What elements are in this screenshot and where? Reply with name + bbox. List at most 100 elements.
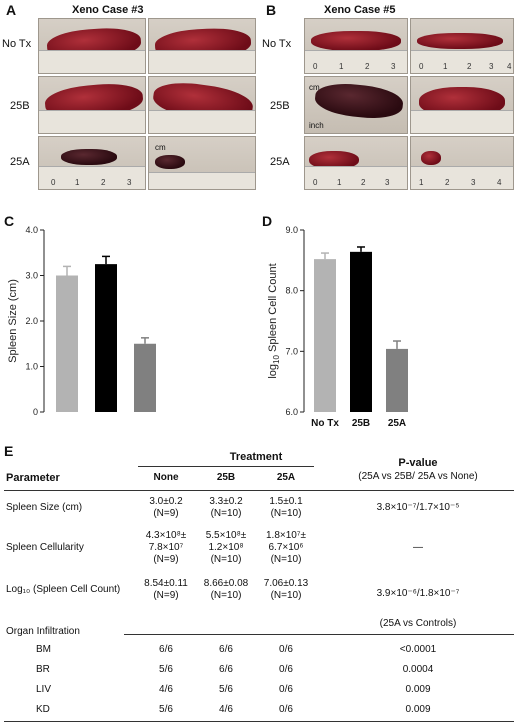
cell-25a: 1.5±0.1 — [269, 496, 303, 507]
cell-none-n: (N=9) — [153, 590, 179, 601]
organ-pvalue: 0.009 — [405, 704, 431, 715]
y-tick-label: 8.0 — [285, 286, 298, 296]
organ-none: 5/6 — [159, 704, 173, 715]
organ-name: BR — [36, 664, 50, 675]
row-label-25a-a: 25A — [10, 156, 30, 168]
cell-25b: 8.66±0.08 — [203, 578, 249, 589]
panel-b-title: Xeno Case #5 — [324, 4, 396, 16]
y-tick-label: 3.0 — [25, 271, 38, 281]
bar — [386, 348, 408, 412]
row-label-25b-b: 25B — [270, 100, 290, 112]
cell-25a-n: (N=10) — [270, 508, 302, 519]
col-header-25b: 25B — [216, 472, 236, 483]
cell-none: 3.0±0.2 — [149, 496, 183, 507]
cell-none: 4.3×10⁸± — [145, 530, 187, 541]
row-label-notx-b: No Tx — [262, 38, 292, 50]
cell-25b-n: (N=10) — [210, 554, 242, 565]
y-tick-label: 2.0 — [25, 316, 38, 326]
organ-25a: 0/6 — [279, 684, 293, 695]
organ-25a: 0/6 — [279, 664, 293, 675]
panel-letter-b: B — [266, 2, 277, 18]
ruler-cm-label: cm — [155, 143, 166, 152]
col-header-25a: 25A — [276, 472, 296, 483]
organ-name: LIV — [36, 684, 52, 695]
spleen-size-chart: 0 1.0 2.0 3.0 4.0 Spleen Size (cm) — [7, 225, 156, 417]
photo-a-notx-2 — [148, 18, 256, 74]
photo-a-25a-2: cm inch — [148, 136, 256, 190]
organ-pvalue: 0.009 — [405, 684, 431, 695]
organ-none: 4/6 — [159, 684, 173, 695]
organ-rule — [124, 634, 514, 635]
cell-none-n: (N=9) — [153, 508, 179, 519]
cell-25a: 7.06±0.13 — [263, 578, 309, 589]
organ-name: BM — [36, 644, 51, 655]
organ-25b: 4/6 — [219, 704, 233, 715]
x-tick-label: 25A — [388, 418, 406, 428]
cell-count-chart: 6.0 7.0 8.0 9.0 log10 Spleen Cell Count No Tx… — [267, 225, 408, 428]
cell-pvalue: 3.8×10⁻⁷/1.7×10⁻⁵ — [376, 502, 460, 513]
bar — [56, 275, 78, 412]
y-tick-label: 9.0 — [285, 225, 298, 235]
x-tick-label: 25B — [352, 418, 370, 428]
cell-none: 8.54±0.11 — [144, 578, 188, 589]
x-tick-label: No Tx — [311, 418, 339, 428]
cell-25a: 1.8×10⁷± — [266, 530, 306, 541]
organ-25b: 6/6 — [219, 644, 233, 655]
header-rule — [4, 490, 514, 491]
pvalue-header: P-value — [398, 457, 438, 469]
col-header-none: None — [153, 472, 179, 483]
row-param: Log₁₀ (Spleen Cell Count) — [6, 584, 121, 595]
cell-pvalue: — — [413, 542, 423, 553]
pvalue-subheader: (25A vs 25B/ 25A vs None) — [358, 471, 478, 482]
cell-25a-n: (N=10) — [270, 590, 302, 601]
row-param: Spleen Cellularity — [6, 542, 84, 553]
row-param: Spleen Size (cm) — [6, 502, 83, 513]
organ-none: 5/6 — [159, 664, 173, 675]
bar — [350, 251, 372, 412]
y-axis-label: log10 Spleen Cell Count — [267, 263, 281, 378]
row-label-25a-b: 25A — [270, 156, 290, 168]
treatment-rule — [138, 466, 314, 467]
cell-pvalue: 3.9×10⁻⁶/1.8×10⁻⁷ — [376, 588, 460, 599]
panel-a-title: Xeno Case #3 — [72, 4, 144, 16]
bottom-rule — [4, 721, 514, 722]
photo-a-25b-2 — [148, 76, 256, 134]
panel-letter-a: A — [6, 2, 17, 18]
organ-pvalue: <0.0001 — [399, 644, 437, 655]
row-label-notx-a: No Tx — [2, 38, 32, 50]
photo-a-notx-1 — [38, 18, 146, 74]
y-tick-label: 1.0 — [25, 362, 38, 372]
organ-25a: 0/6 — [279, 644, 293, 655]
y-axis-label: Spleen Size (cm) — [7, 279, 19, 363]
cell-25b-n: (N=10) — [210, 508, 242, 519]
panel-letter-e: E — [4, 443, 14, 459]
organ-pvalue: 0.0004 — [402, 664, 434, 675]
bar — [134, 343, 156, 412]
cell-none-2: 7.8×10⁷ — [148, 542, 184, 553]
cell-25b: 5.5×10⁸± — [205, 530, 247, 541]
organ-pvalue-subheader: (25A vs Controls) — [379, 618, 457, 629]
ruler-inch-label-b: inch — [309, 121, 324, 130]
cell-25b-2: 1.2×10⁸ — [208, 542, 244, 553]
cell-none-n: (N=9) — [153, 554, 179, 565]
cell-25b: 3.3±0.2 — [209, 496, 243, 507]
cell-25b-n: (N=10) — [210, 590, 242, 601]
organ-name: KD — [36, 704, 50, 715]
photo-b-25b-2 — [410, 76, 514, 134]
bar — [314, 259, 336, 412]
cell-25a-2: 6.7×10⁶ — [268, 542, 304, 553]
organ-none: 6/6 — [159, 644, 173, 655]
y-tick-label: 4.0 — [25, 225, 38, 235]
parameter-header: Parameter — [6, 472, 60, 484]
bar — [95, 264, 117, 412]
organ-25b: 5/6 — [219, 684, 233, 695]
organ-25a: 0/6 — [279, 704, 293, 715]
y-tick-label: 7.0 — [285, 346, 298, 356]
panel-letter-c: C — [4, 213, 15, 229]
row-label-25b-a: 25B — [10, 100, 30, 112]
y-tick-label: 0 — [33, 407, 38, 417]
